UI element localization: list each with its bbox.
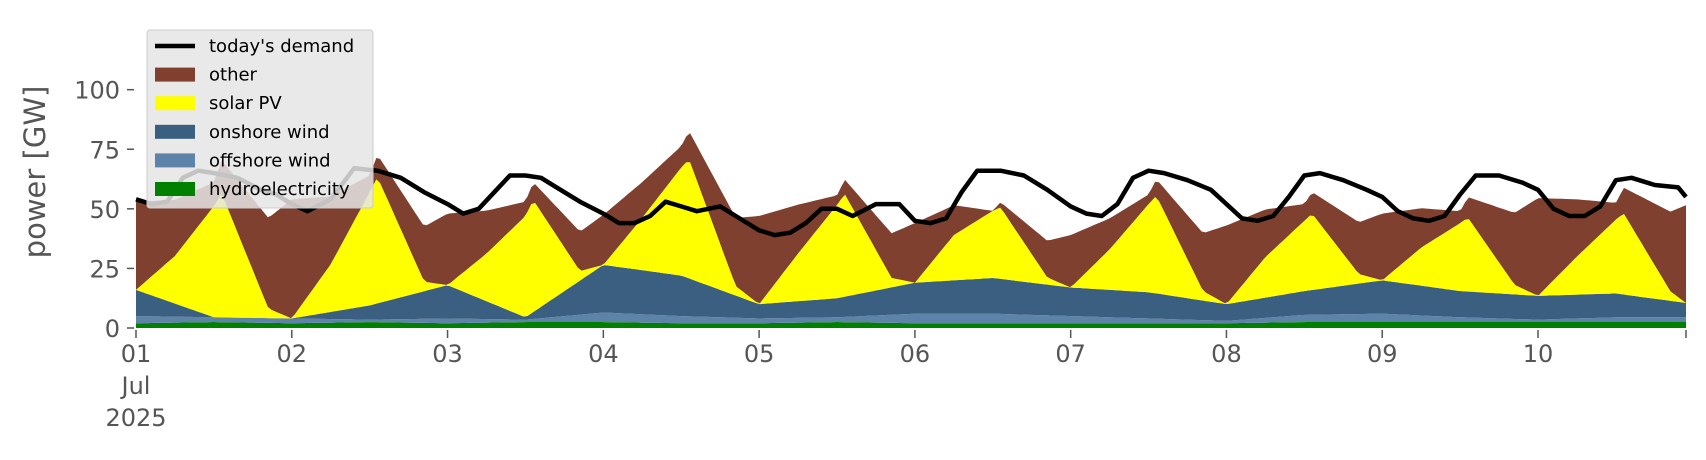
y-tick-label: 100 [74,77,120,105]
y-tick-label: 25 [89,255,120,283]
legend-label: other [209,65,258,86]
area-solar-pv [136,162,1686,319]
x-tick-label: 02 [277,340,308,368]
demand-line [135,166,1688,238]
x-axis: 01 Jul 2025 02 03 04 05 06 07 08 09 10 [105,330,1687,432]
area-offshore-wind [136,312,1686,324]
area-other [136,133,1686,319]
x-tick-label: 05 [744,340,775,368]
legend-label: today's demand [209,36,354,57]
area-onshore-wind [136,265,1686,321]
x-tick-label: Jul [120,372,151,400]
legend-label: onshore wind [209,122,330,143]
legend-label: hydroelectricity [209,179,350,200]
y-tick-label: 50 [89,196,120,224]
x-tick-label: 04 [588,340,619,368]
area-hydroelectricity [136,322,1686,328]
x-tick-label: 07 [1055,340,1086,368]
legend: today's demand other solar PV onshore wind o… [146,29,374,209]
x-tick-label: 09 [1367,340,1398,368]
legend-swatch [155,67,195,82]
y-axis-label: power [GW] [18,86,52,259]
area-series-layer [136,133,1686,328]
y-axis: 0 25 50 75 100 [74,77,134,343]
legend-label: offshore wind [209,150,331,171]
x-tick-label: 06 [900,340,931,368]
y-tick-label: 75 [89,136,120,164]
legend-box [146,29,374,209]
x-tick-label: 10 [1523,340,1554,368]
legend-swatch [155,182,195,196]
legend-swatch [155,96,195,111]
demand-line-layer [135,166,1688,238]
legend-label: solar PV [209,93,282,114]
legend-swatch [155,153,195,168]
y-tick-label: 0 [105,315,120,343]
legend-swatch [155,124,195,139]
x-tick-label: 01 [121,340,152,368]
x-tick-label: 03 [432,340,463,368]
x-tick-label: 08 [1211,340,1242,368]
x-tick-label: 2025 [105,404,166,432]
